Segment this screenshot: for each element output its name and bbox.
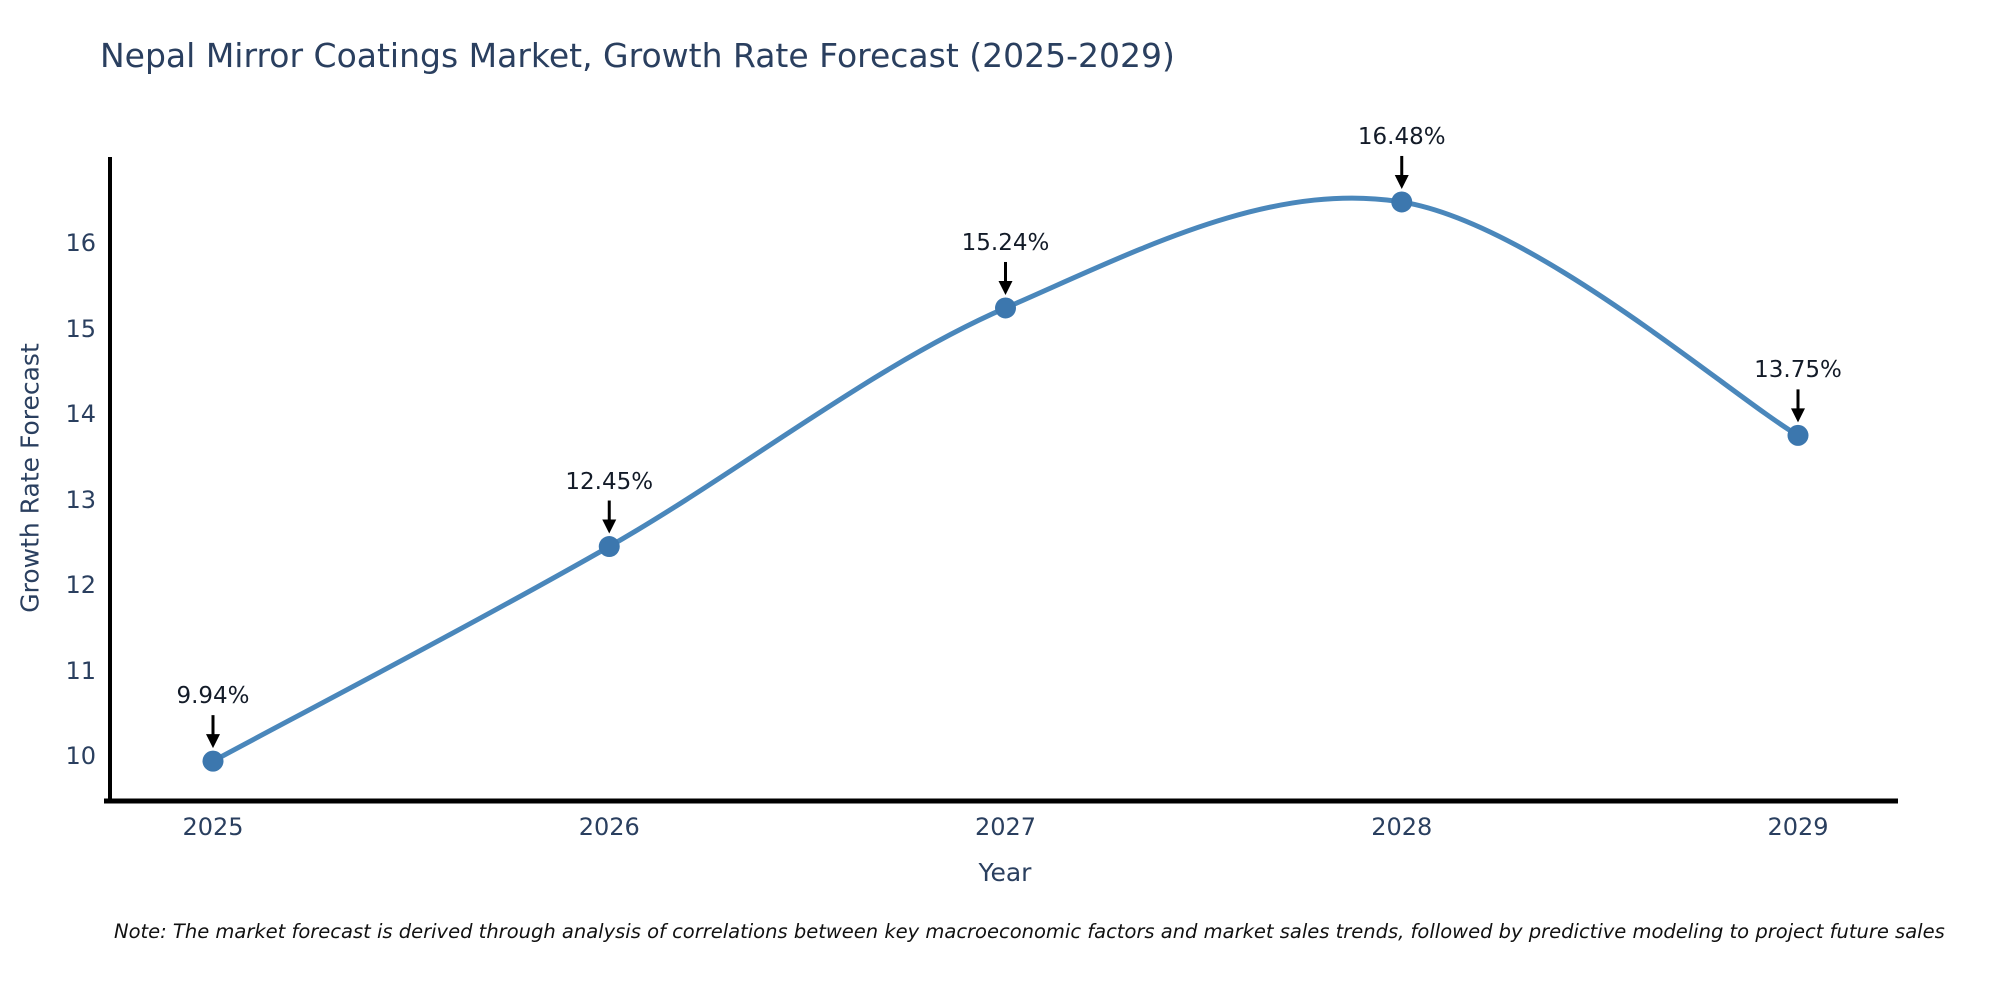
point-annotation-label: 9.94% [176, 683, 250, 710]
x-tick-label: 2027 [974, 813, 1037, 841]
point-annotation-label: 12.45% [565, 468, 654, 495]
x-axis-title: Year [978, 858, 1032, 887]
annotation-arrow-head [602, 519, 617, 534]
y-tick-label: 16 [65, 229, 96, 257]
annotation-arrow-head [206, 734, 220, 749]
data-point-marker [598, 536, 620, 558]
y-tick-label: 10 [65, 742, 96, 770]
data-point-marker [202, 750, 224, 772]
y-tick-label: 12 [65, 571, 96, 599]
point-annotation-label: 13.75% [1754, 357, 1842, 384]
x-tick-label: 2026 [578, 813, 640, 841]
y-tick-label: 14 [65, 400, 96, 428]
x-tick-label: 2029 [1767, 813, 1829, 841]
footnote: Note: The market forecast is derived thr… [114, 920, 1945, 943]
y-tick-label: 11 [65, 656, 96, 685]
annotation-arrow-head [1791, 408, 1805, 423]
data-point-marker [1787, 424, 1809, 446]
chart-title: Nepal Mirror Coatings Market, Growth Rat… [100, 36, 1175, 75]
annotation-arrow-head [998, 280, 1013, 295]
y-axis-title: Growth Rate Forecast [15, 343, 45, 613]
point-annotation-label: 15.24% [961, 229, 1050, 256]
y-tick-label: 13 [65, 485, 96, 514]
y-tick-label: 15 [65, 314, 96, 343]
point-annotation-label: 16.48% [1357, 123, 1446, 150]
data-point-marker [995, 297, 1016, 319]
x-tick-label: 2028 [1371, 813, 1433, 841]
x-tick-label: 2025 [182, 813, 244, 841]
data-point-marker [1391, 191, 1413, 213]
annotation-arrow-head [1394, 174, 1409, 189]
